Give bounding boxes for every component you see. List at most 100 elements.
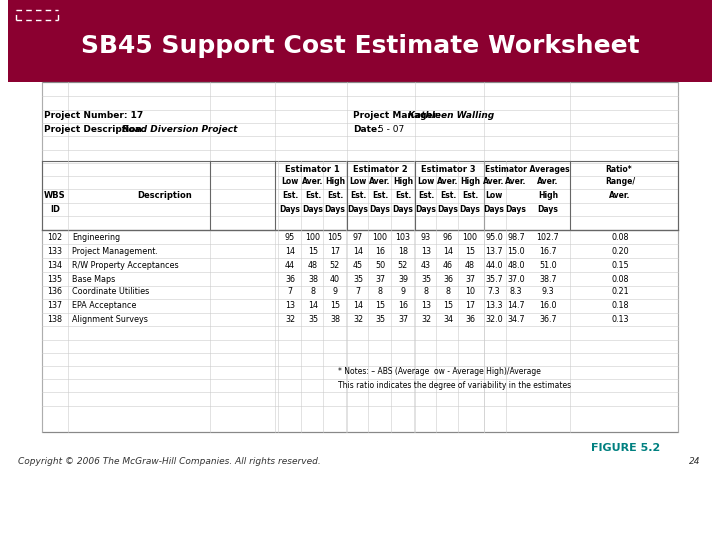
Text: Coordinate Utilities: Coordinate Utilities (72, 287, 149, 296)
Bar (8, 2, 712, 60)
Text: 48: 48 (308, 260, 318, 269)
Text: 35.7: 35.7 (485, 274, 503, 284)
Text: 52: 52 (330, 260, 340, 269)
Text: 14: 14 (443, 246, 453, 255)
Text: 17: 17 (330, 246, 340, 255)
Text: High: High (538, 192, 558, 200)
Text: 97: 97 (353, 233, 363, 241)
Text: Aver.: Aver. (537, 178, 559, 186)
Text: 34.7: 34.7 (507, 314, 525, 323)
Text: 45: 45 (353, 260, 363, 269)
Text: 15: 15 (465, 246, 475, 255)
Text: 43: 43 (421, 260, 431, 269)
Text: This ratio indicates the degree of variability in the estimates: This ratio indicates the degree of varia… (338, 381, 571, 389)
Text: 13: 13 (421, 246, 431, 255)
Text: Est.: Est. (282, 192, 298, 200)
Text: Low: Low (418, 178, 435, 186)
Text: 35: 35 (421, 274, 431, 284)
Text: 16.7: 16.7 (539, 246, 557, 255)
Text: 32: 32 (421, 314, 431, 323)
Text: 17: 17 (465, 301, 475, 310)
Text: 46: 46 (443, 260, 453, 269)
Text: 16: 16 (398, 301, 408, 310)
Text: Est.: Est. (462, 192, 478, 200)
Text: 103: 103 (395, 233, 410, 241)
Text: 16.0: 16.0 (539, 301, 557, 310)
Bar (8, 2, 712, 82)
Text: High: High (325, 178, 345, 186)
Text: Date:: Date: (353, 125, 381, 133)
Text: 15.0: 15.0 (507, 246, 525, 255)
Text: 102: 102 (48, 233, 63, 241)
Text: 7: 7 (287, 287, 292, 296)
Text: 18: 18 (398, 246, 408, 255)
Text: Low: Low (282, 178, 299, 186)
Text: 50: 50 (375, 260, 385, 269)
Text: 7.3: 7.3 (487, 287, 500, 296)
Text: 96: 96 (443, 233, 453, 241)
Text: Estimator Averages: Estimator Averages (485, 165, 570, 173)
Text: High: High (393, 178, 413, 186)
Text: Days: Days (302, 205, 323, 213)
Text: 38: 38 (308, 274, 318, 284)
Text: 38: 38 (330, 314, 340, 323)
Text: 36: 36 (465, 314, 475, 323)
Text: Estimator 2: Estimator 2 (353, 165, 408, 173)
Text: Days: Days (325, 205, 346, 213)
Text: Low: Low (349, 178, 366, 186)
Text: 32: 32 (353, 314, 363, 323)
Text: 14: 14 (308, 301, 318, 310)
Text: Days: Days (484, 205, 505, 213)
Text: Days: Days (279, 205, 300, 213)
Text: 9: 9 (400, 287, 405, 296)
Text: 14: 14 (353, 246, 363, 255)
Bar (8, 0, 712, 70)
Text: 0.20: 0.20 (611, 246, 629, 255)
Text: 37: 37 (375, 274, 385, 284)
Text: 35: 35 (375, 314, 385, 323)
Text: 8: 8 (310, 287, 315, 296)
Text: Days: Days (505, 205, 526, 213)
Text: 40: 40 (330, 274, 340, 284)
Text: 10: 10 (465, 287, 475, 296)
Text: 0.21: 0.21 (611, 287, 629, 296)
Text: 0.15: 0.15 (611, 260, 629, 269)
Text: 8: 8 (446, 287, 451, 296)
Text: 134: 134 (48, 260, 63, 269)
Text: 16: 16 (375, 246, 385, 255)
Text: 14: 14 (353, 301, 363, 310)
Text: 9: 9 (333, 287, 338, 296)
Text: Days: Days (459, 205, 480, 213)
Text: 13: 13 (285, 301, 295, 310)
Text: 15: 15 (443, 301, 453, 310)
Text: 13: 13 (421, 301, 431, 310)
Text: 98.7: 98.7 (507, 233, 525, 241)
Text: 44: 44 (285, 260, 295, 269)
Text: R/W Property Acceptances: R/W Property Acceptances (72, 260, 179, 269)
Text: Description: Description (138, 192, 192, 200)
Text: Est.: Est. (418, 192, 434, 200)
Text: Estimator 1: Estimator 1 (285, 165, 340, 173)
Text: 14: 14 (285, 246, 295, 255)
Text: * Notes: – ABS (Average  ow - Average High)/Average: * Notes: – ABS (Average ow - Average Hig… (338, 368, 541, 376)
Text: Low: Low (485, 192, 503, 200)
Text: Days: Days (415, 205, 436, 213)
Text: 8: 8 (423, 287, 428, 296)
Text: 48.0: 48.0 (508, 260, 525, 269)
Text: 93: 93 (421, 233, 431, 241)
Text: 100: 100 (462, 233, 477, 241)
Text: 8.3: 8.3 (510, 287, 522, 296)
Text: 44.0: 44.0 (485, 260, 503, 269)
Text: Days: Days (538, 205, 559, 213)
Text: 9.3: 9.3 (541, 287, 554, 296)
Bar (8, 0, 712, 82)
Text: FIGURE 5.2: FIGURE 5.2 (590, 443, 660, 453)
Text: Est.: Est. (327, 192, 343, 200)
Text: 37.0: 37.0 (507, 274, 525, 284)
Text: Project Description:: Project Description: (44, 125, 148, 133)
Text: Alignment Surveys: Alignment Surveys (72, 314, 148, 323)
Text: Range/: Range/ (605, 178, 635, 186)
Text: High: High (460, 178, 480, 186)
Text: Est.: Est. (395, 192, 411, 200)
Text: Est.: Est. (350, 192, 366, 200)
